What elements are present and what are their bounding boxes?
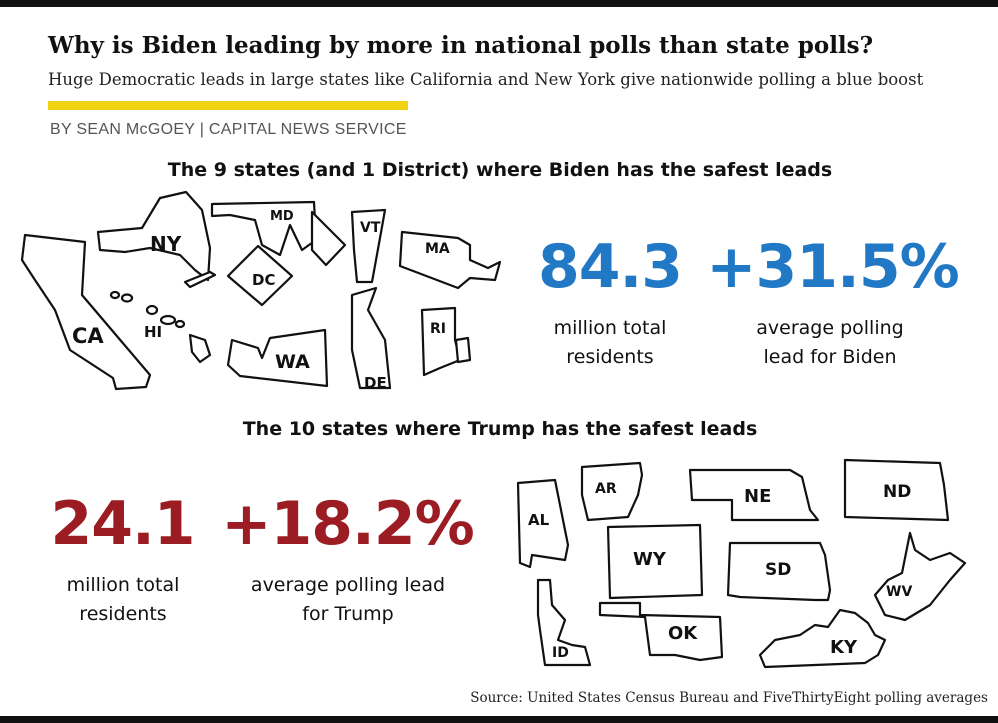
state-label-ma: MA xyxy=(425,241,450,257)
state-sd: SD xyxy=(726,541,832,602)
bottom-border xyxy=(0,716,998,723)
state-wv: WV xyxy=(873,531,967,622)
top-border xyxy=(0,0,998,7)
trump-lead-caption: average polling lead for Trump xyxy=(250,574,446,625)
state-nd: ND xyxy=(843,458,950,522)
state-label-md: MD xyxy=(270,209,294,224)
state-label-al: AL xyxy=(528,511,550,529)
state-vt: VT xyxy=(350,208,387,284)
state-ri: RI xyxy=(420,306,472,377)
state-label-wy: WY xyxy=(633,549,667,570)
trump-heading: The 10 states where Trump has the safest… xyxy=(242,418,758,440)
state-md: MD xyxy=(210,200,318,257)
state-al: AL xyxy=(516,478,570,569)
state-label-ca: CA xyxy=(72,324,104,348)
state-label-ok: OK xyxy=(668,623,698,644)
state-wa: WA xyxy=(226,328,329,388)
state-label-ri: RI xyxy=(430,321,446,337)
state-id: ID xyxy=(536,578,592,667)
state-label-wa: WA xyxy=(275,351,310,373)
state-label-wv: WV xyxy=(886,584,912,600)
state-label-sd: SD xyxy=(765,560,791,580)
state-label-ar: AR xyxy=(595,481,617,497)
state-label-ne: NE xyxy=(744,486,771,507)
state-ky: KY xyxy=(758,608,887,669)
state-de: DE xyxy=(350,286,392,392)
source-note: Source: United States Census Bureau and … xyxy=(470,690,988,706)
state-ar: AR xyxy=(580,461,644,522)
trump-lead-value: +18.2% xyxy=(221,489,474,559)
state-label-id: ID xyxy=(552,645,569,661)
state-ca: CA xyxy=(20,233,152,391)
byline: BY SEAN McGOEY | CAPITAL NEWS SERVICE xyxy=(50,121,407,138)
state-ma: MA xyxy=(398,230,502,290)
page-subtitle: Huge Democratic leads in large states li… xyxy=(48,70,924,89)
biden-heading: The 9 states (and 1 District) where Bide… xyxy=(167,159,833,181)
state-label-ny: NY xyxy=(150,232,182,256)
state-label-vt: VT xyxy=(360,220,381,236)
accent-rule xyxy=(48,101,408,110)
state-wy: WY xyxy=(606,523,704,600)
biden-residents-caption: million total residents xyxy=(553,317,667,368)
biden-lead-caption: average polling lead for Biden xyxy=(756,317,904,368)
state-label-hi: HI xyxy=(144,323,162,341)
state-hi: HI xyxy=(109,290,212,364)
biden-state-maps: CA HI NY MD DC VT MA WA xyxy=(20,190,502,392)
trump-residents-caption: million total residents xyxy=(66,574,180,625)
state-label-dc: DC xyxy=(252,271,275,289)
page-title: Why is Biden leading by more in national… xyxy=(48,32,874,59)
state-label-nd: ND xyxy=(883,482,911,502)
biden-lead-value: +31.5% xyxy=(706,232,959,302)
biden-residents-value: 84.3 xyxy=(537,232,683,302)
state-ne: NE xyxy=(688,468,820,522)
state-md-de-coast xyxy=(310,210,347,267)
state-ny: NY xyxy=(96,190,217,289)
state-label-ky: KY xyxy=(830,637,858,658)
state-label-de: DE xyxy=(364,374,387,392)
state-dc: DC xyxy=(226,244,294,307)
trump-residents-value: 24.1 xyxy=(50,489,195,559)
state-ok: OK xyxy=(598,601,724,662)
trump-state-maps: AR AL NE ND WY SD WV OK ID KY xyxy=(516,458,967,669)
